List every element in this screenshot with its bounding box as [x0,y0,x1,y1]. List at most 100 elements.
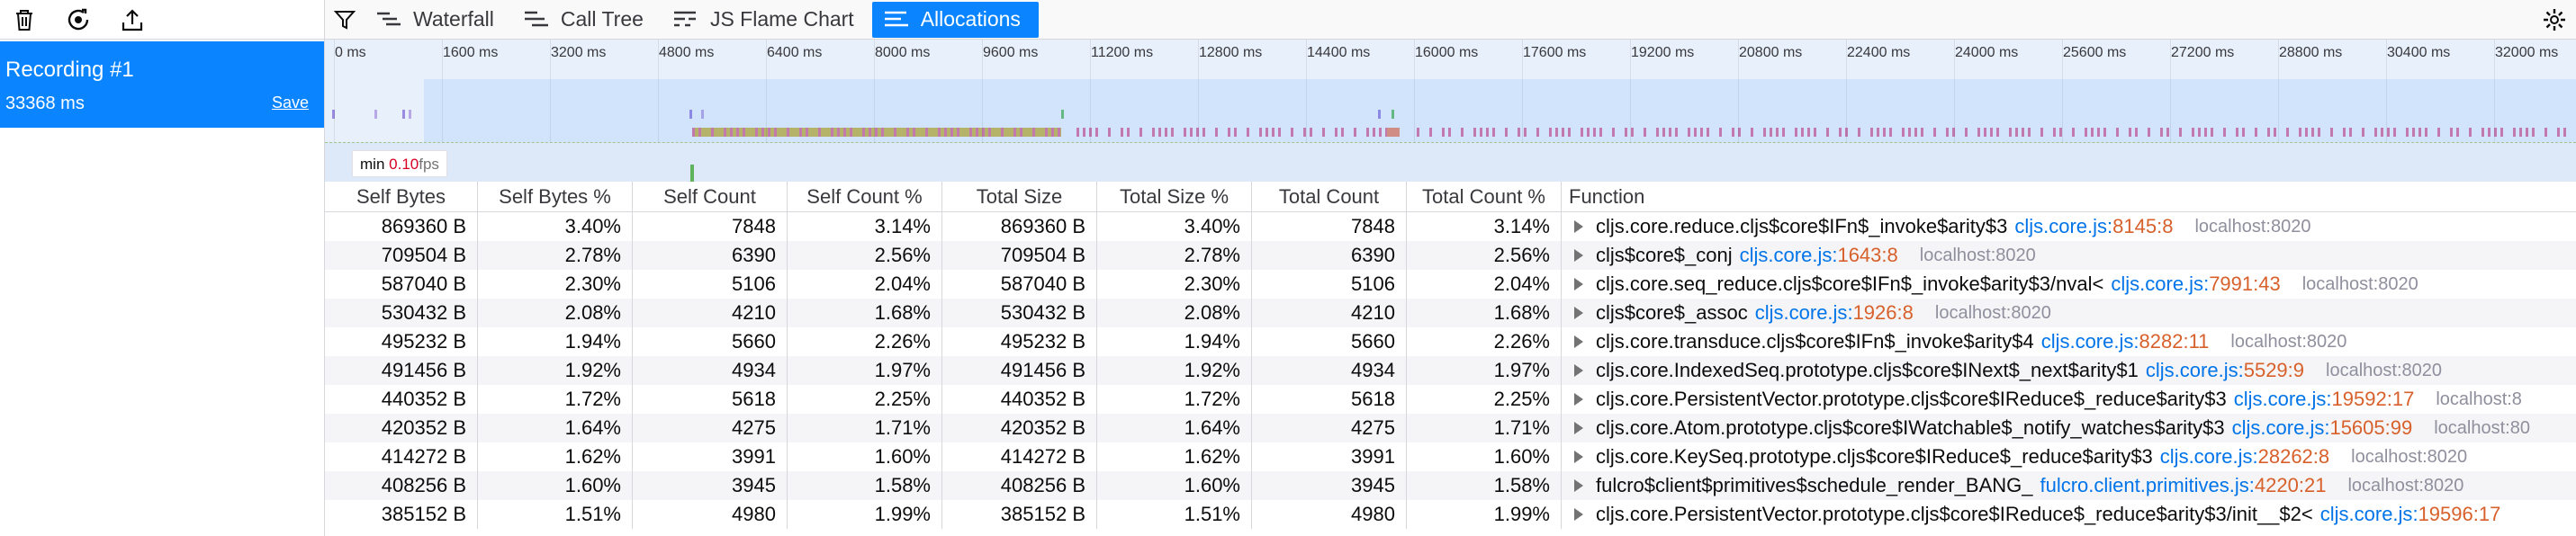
table-row[interactable]: 709504 B 2.78% 6390 2.56% 709504 B 2.78% 6390 2… [325,241,2576,270]
source-link[interactable]: cljs.core.js:1643:8 [1740,241,1898,270]
column-header[interactable]: Total Count % [1407,182,1562,212]
ruler-tick-line [1522,40,1523,158]
tab-allocations[interactable]: Allocations [871,1,1039,38]
source-link[interactable]: cljs.core.js:19592:17 [2234,385,2415,414]
column-header[interactable]: Self Count % [788,182,942,212]
table-row[interactable]: 440352 B 1.72% 5618 2.25% 440352 B 1.72% 5618 2… [325,385,2576,414]
marker [2544,128,2547,137]
expand-arrow-icon[interactable] [1574,451,1583,463]
trash-icon[interactable] [7,3,41,37]
expand-arrow-icon[interactable] [1574,307,1583,319]
marker [1719,128,1722,137]
marker [1587,128,1590,137]
ruler-tick-label: 20800 ms [1739,45,1803,60]
gear-icon[interactable] [2538,4,2571,36]
table-row[interactable]: 869360 B 3.40% 7848 3.14% 869360 B 3.40% 7848 3… [325,212,2576,241]
source-link[interactable]: cljs.core.js:15605:99 [2232,414,2413,442]
source-link[interactable]: cljs.core.js:7991:43 [2111,270,2280,299]
column-header[interactable]: Total Size [942,182,1097,212]
ruler-tick-line [658,40,659,158]
separator: : [2107,215,2113,237]
ruler-tick-label: 1600 ms [443,45,499,60]
tab-waterfall[interactable]: Waterfall [365,2,512,38]
marker [1378,110,1381,119]
column-header[interactable]: Function [1569,185,1645,208]
fps-graph[interactable]: min 0.10fps [325,142,2576,183]
expand-arrow-icon[interactable] [1574,422,1583,434]
cell-self-count: 5106 [633,270,788,299]
tab-js-flame-chart[interactable]: JS Flame Chart [662,2,872,38]
filter-icon[interactable] [325,0,365,40]
table-row[interactable]: 385152 B 1.51% 4980 1.99% 385152 B 1.51% 4980 1… [325,500,2576,529]
tab-label: Waterfall [413,7,494,31]
ruler-tick-label: 28800 ms [2279,45,2343,60]
column-header[interactable]: Total Size % [1097,182,1252,212]
marker [1417,128,1419,137]
marker [768,128,770,137]
cell-function: cljs.core.reduce.cljs$core$IFn$_invoke$a… [1562,212,2576,241]
marker [1461,128,1464,137]
column-header[interactable]: Total Count [1252,182,1407,212]
source-column: :17 [2472,503,2501,525]
expand-arrow-icon[interactable] [1574,508,1583,521]
cell-function: cljs.core.IndexedSeq.prototype.cljs$core… [1562,356,2576,385]
recording-item[interactable]: Recording #1 33368 ms Save [0,41,324,128]
marker [1202,128,1205,137]
source-link[interactable]: cljs.core.js:8282:11 [2041,327,2210,356]
marker [1061,110,1064,119]
expand-arrow-icon[interactable] [1574,249,1583,262]
expand-arrow-icon[interactable] [1574,364,1583,377]
source-file: cljs.core.js [1754,301,1848,324]
cell-total-size: 587040 B [942,270,1097,299]
tab-call-tree[interactable]: Call Tree [512,2,662,38]
marker [2519,128,2522,137]
marker [1952,128,1955,137]
source-link[interactable]: cljs.core.js:8145:8 [2014,212,2173,241]
table-row[interactable]: 414272 B 1.62% 3991 1.60% 414272 B 1.62% 3991 1… [325,442,2576,471]
marker [701,110,704,119]
source-file: fulcro.client.primitives.js [2040,474,2249,496]
column-header[interactable]: Self Bytes % [478,182,633,212]
cell-total-size: 414272 B [942,442,1097,471]
marker [689,110,692,119]
table-row[interactable]: 530432 B 2.08% 4210 1.68% 530432 B 2.08% 4210 1… [325,299,2576,327]
ruler-tick-label: 17600 ms [1523,45,1587,60]
source-link[interactable]: cljs.core.js:19596:17 [2320,500,2501,529]
expand-arrow-icon[interactable] [1574,278,1583,290]
upload-icon[interactable] [115,3,149,37]
marker [332,110,335,119]
source-link[interactable]: cljs.core.js:28262:8 [2160,442,2329,471]
cell-total-count-pct: 2.04% [1407,270,1562,299]
marker [1505,128,1508,137]
marker [1902,128,1905,137]
marker [2381,128,2383,137]
table-row[interactable]: 491456 B 1.92% 4934 1.97% 491456 B 1.92% 4934 1… [325,356,2576,385]
source-file: cljs.core.js [2014,215,2108,237]
marker [2085,128,2087,137]
table-row[interactable]: 587040 B 2.30% 5106 2.04% 587040 B 2.30% 5106 2… [325,270,2576,299]
expand-arrow-icon[interactable] [1574,479,1583,492]
column-header[interactable]: Self Count [633,182,788,212]
marker [402,110,405,119]
source-link[interactable]: fulcro.client.primitives.js:4220:21 [2040,471,2326,500]
cell-total-size-pct: 1.51% [1097,500,1252,529]
marker [1272,128,1274,137]
table-row[interactable]: 420352 B 1.64% 4275 1.71% 420352 B 1.64% 4275 1… [325,414,2576,442]
expand-arrow-icon[interactable] [1574,220,1583,233]
marker [1877,128,1879,137]
expand-arrow-icon[interactable] [1574,335,1583,348]
separator: : [2133,330,2139,353]
save-link[interactable]: Save [271,94,309,112]
record-icon[interactable] [61,3,95,37]
source-link[interactable]: cljs.core.js:5529:9 [2146,356,2304,385]
separator: : [1847,301,1853,324]
source-link[interactable]: cljs.core.js:1926:8 [1755,299,1914,327]
table-row[interactable]: 408256 B 1.60% 3945 1.58% 408256 B 1.60% 3945 1… [325,471,2576,500]
marker [1165,128,1167,137]
cell-total-count-pct: 1.58% [1407,471,1562,500]
expand-arrow-icon[interactable] [1574,393,1583,406]
marker [2286,128,2289,137]
column-header[interactable]: Self Bytes [325,182,478,212]
marker [1045,128,1048,137]
table-row[interactable]: 495232 B 1.94% 5660 2.26% 495232 B 1.94% 5660 2… [325,327,2576,356]
